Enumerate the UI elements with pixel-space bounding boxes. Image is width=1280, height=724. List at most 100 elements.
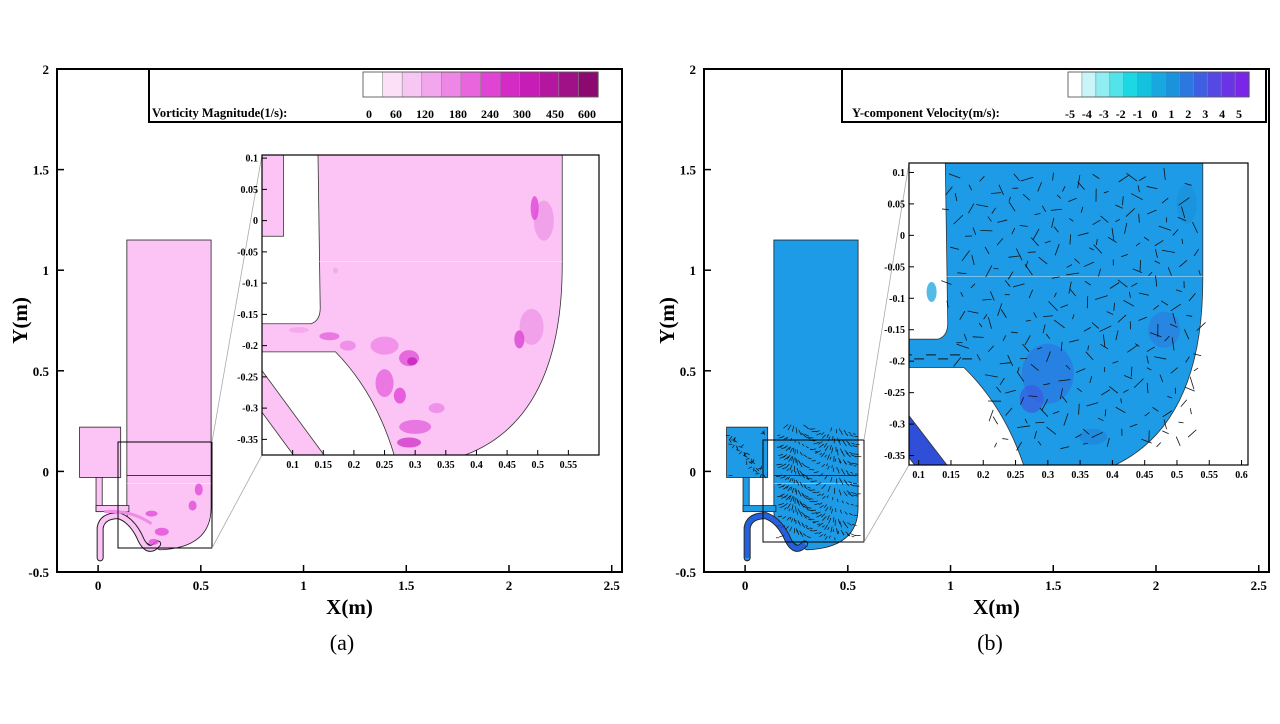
x-tick-label: 0 bbox=[95, 578, 102, 593]
inset-y-tick-label: -0.3 bbox=[242, 404, 258, 415]
inset-x-tick-label: 0.15 bbox=[942, 470, 960, 481]
inset-x-tick-label: 0.55 bbox=[1201, 470, 1219, 481]
vorticity-spot bbox=[149, 539, 159, 545]
legend-tick-label: 60 bbox=[390, 107, 402, 121]
panel-label: (b) bbox=[977, 630, 1003, 655]
legend-tick-label: 2 bbox=[1185, 107, 1191, 121]
inset-x-tick-label: 0.1 bbox=[286, 460, 299, 471]
inset-y-tick-label: 0 bbox=[253, 216, 258, 227]
legend-tick-label: 240 bbox=[481, 107, 499, 121]
inset-y-tick-label: 0.05 bbox=[888, 199, 906, 210]
legend-swatch bbox=[578, 72, 598, 97]
vorticity-spot bbox=[146, 511, 158, 517]
inset-x-tick-label: 0.4 bbox=[470, 460, 483, 471]
legend-swatch bbox=[481, 72, 501, 97]
y-tick-label: 1 bbox=[690, 263, 697, 278]
x-tick-label: 1.5 bbox=[398, 578, 415, 593]
inset-y-tick-label: -0.35 bbox=[884, 451, 905, 462]
inset-x-tick-label: 0.25 bbox=[376, 460, 394, 471]
vorticity-contour bbox=[319, 332, 339, 340]
y-tick-label: 2 bbox=[43, 62, 50, 77]
x-tick-label: 0 bbox=[742, 578, 749, 593]
hopper-box bbox=[727, 427, 768, 477]
x-tick-label: 0.5 bbox=[840, 578, 857, 593]
y-tick-label: 1 bbox=[43, 263, 50, 278]
legend-swatch bbox=[1110, 72, 1124, 97]
vorticity-spot bbox=[155, 528, 169, 536]
legend-swatch bbox=[1221, 72, 1235, 97]
inset-y-tick-label: 0.1 bbox=[246, 154, 259, 165]
inset-y-tick-label: 0.05 bbox=[241, 185, 259, 196]
legend-tick-label: -1 bbox=[1133, 107, 1143, 121]
legend-swatch bbox=[1207, 72, 1221, 97]
legend-tick-label: 0 bbox=[1152, 107, 1158, 121]
inset-y-tick-label: 0 bbox=[900, 231, 905, 242]
inset-y-tick-label: -0.35 bbox=[237, 435, 258, 446]
legend-tick-label: 600 bbox=[578, 107, 596, 121]
legend-swatch bbox=[383, 72, 403, 97]
legend-swatch bbox=[520, 72, 540, 97]
inset-y-tick-label: -0.2 bbox=[889, 357, 905, 368]
vorticity-contour bbox=[407, 357, 417, 365]
y-tick-label: 0.5 bbox=[33, 364, 50, 379]
legend-swatch bbox=[1193, 72, 1207, 97]
inset-x-tick-label: 0.2 bbox=[348, 460, 361, 471]
vorticity-contour bbox=[397, 438, 421, 448]
x-tick-label: 2 bbox=[506, 578, 513, 593]
inset-x-tick-label: 0.15 bbox=[315, 460, 333, 471]
vorticity-contour bbox=[289, 327, 309, 333]
legend-tick-label: -5 bbox=[1065, 107, 1075, 121]
inset-x-tick-label: 0.35 bbox=[1071, 470, 1089, 481]
x-axis-label: X(m) bbox=[326, 595, 373, 619]
vorticity-spot bbox=[195, 484, 203, 496]
inset-x-tick-label: 0.3 bbox=[1042, 470, 1055, 481]
legend-swatch bbox=[500, 72, 520, 97]
y-axis-label: Y(m) bbox=[8, 297, 32, 344]
vorticity-contour bbox=[340, 341, 356, 351]
inset-y-tick-label: -0.3 bbox=[889, 420, 905, 431]
inset-y-tick-label: -0.05 bbox=[884, 262, 905, 273]
y-tick-label: -0.5 bbox=[28, 565, 49, 580]
y-tick-label: 0.5 bbox=[680, 364, 697, 379]
legend-swatch bbox=[422, 72, 442, 97]
x-tick-label: 2.5 bbox=[1251, 578, 1268, 593]
inset-x-tick-label: 0.45 bbox=[498, 460, 516, 471]
legend-swatch bbox=[1235, 72, 1249, 97]
y-tick-label: 1.5 bbox=[33, 163, 50, 178]
inset-x-tick-label: 0.55 bbox=[560, 460, 578, 471]
inset-y-tick-label: -0.15 bbox=[884, 325, 905, 336]
legend-tick-label: 3 bbox=[1202, 107, 1208, 121]
inset-x-tick-label: 0.45 bbox=[1136, 470, 1154, 481]
x-tick-label: 2.5 bbox=[604, 578, 621, 593]
legend-title: Y-component Velocity(m/s): bbox=[852, 106, 1000, 120]
legend-swatch bbox=[539, 72, 559, 97]
inset-y-tick-label: -0.1 bbox=[242, 279, 258, 290]
vorticity-contour bbox=[333, 268, 338, 274]
legend-swatch bbox=[441, 72, 461, 97]
y-tick-label: 0 bbox=[690, 464, 697, 479]
legend-tick-label: -2 bbox=[1116, 107, 1126, 121]
y-tick-label: 2 bbox=[690, 62, 697, 77]
inset-x-tick-label: 0.5 bbox=[1171, 470, 1184, 481]
legend-swatch bbox=[1165, 72, 1179, 97]
vorticity-contour bbox=[399, 420, 431, 434]
vorticity-contour bbox=[531, 196, 539, 220]
inset-x-tick-label: 0.4 bbox=[1106, 470, 1119, 481]
inset-y-tick-label: -0.25 bbox=[237, 372, 258, 383]
legend-swatch bbox=[402, 72, 422, 97]
velocity-contour bbox=[927, 282, 937, 302]
x-tick-label: 2 bbox=[1153, 578, 1160, 593]
x-tick-label: 1.5 bbox=[1045, 578, 1062, 593]
inset-y-tick-label: -0.1 bbox=[889, 294, 905, 305]
legend-swatch bbox=[559, 72, 579, 97]
inset-y-tick-label: 0.1 bbox=[893, 168, 906, 179]
legend-swatch bbox=[1082, 72, 1096, 97]
legend-swatch bbox=[1138, 72, 1152, 97]
legend-tick-label: -4 bbox=[1082, 107, 1092, 121]
riser-column bbox=[127, 240, 211, 475]
legend-title: Vorticity Magnitude(1/s): bbox=[152, 106, 287, 120]
vorticity-contour bbox=[514, 330, 524, 348]
